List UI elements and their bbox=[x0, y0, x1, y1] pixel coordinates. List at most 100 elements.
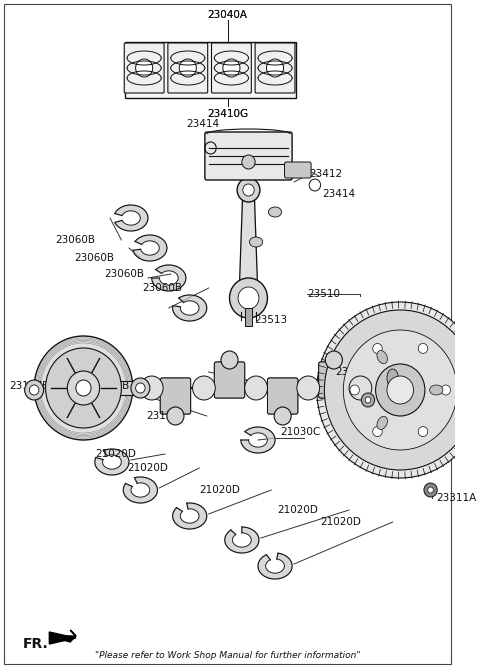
Bar bbox=[90, 381, 142, 395]
FancyBboxPatch shape bbox=[215, 362, 245, 398]
FancyBboxPatch shape bbox=[160, 378, 191, 414]
Circle shape bbox=[297, 376, 320, 400]
Text: 23060B: 23060B bbox=[74, 253, 114, 263]
Text: 21020D: 21020D bbox=[199, 485, 240, 495]
Circle shape bbox=[418, 343, 428, 353]
Circle shape bbox=[349, 376, 372, 400]
Ellipse shape bbox=[387, 369, 398, 387]
Circle shape bbox=[140, 376, 163, 400]
Text: 23414: 23414 bbox=[323, 189, 356, 199]
Polygon shape bbox=[95, 449, 129, 475]
Polygon shape bbox=[173, 295, 207, 321]
Polygon shape bbox=[49, 630, 76, 642]
Circle shape bbox=[274, 407, 291, 425]
Circle shape bbox=[375, 364, 425, 416]
Circle shape bbox=[229, 278, 267, 318]
Text: 23040A: 23040A bbox=[208, 10, 248, 20]
Text: 21020D: 21020D bbox=[321, 517, 361, 527]
Circle shape bbox=[243, 184, 254, 196]
Circle shape bbox=[441, 385, 451, 395]
Text: 23311A: 23311A bbox=[436, 493, 477, 503]
Polygon shape bbox=[239, 190, 258, 298]
Circle shape bbox=[418, 427, 428, 437]
Text: 23040A: 23040A bbox=[208, 10, 248, 20]
Bar bbox=[245, 308, 252, 326]
Polygon shape bbox=[115, 205, 148, 231]
Circle shape bbox=[136, 59, 153, 77]
Text: 23124B: 23124B bbox=[89, 381, 130, 391]
Circle shape bbox=[424, 483, 437, 497]
Text: "Please refer to Work Shop Manual for further information": "Please refer to Work Shop Manual for fu… bbox=[95, 651, 360, 661]
Circle shape bbox=[67, 371, 99, 405]
Ellipse shape bbox=[430, 385, 443, 395]
Text: 21020D: 21020D bbox=[127, 463, 168, 473]
Circle shape bbox=[221, 351, 238, 369]
Circle shape bbox=[343, 330, 457, 450]
Text: 23414: 23414 bbox=[186, 119, 219, 129]
Circle shape bbox=[167, 407, 184, 425]
Text: 23060B: 23060B bbox=[142, 283, 182, 293]
FancyBboxPatch shape bbox=[212, 43, 252, 93]
Ellipse shape bbox=[268, 207, 282, 217]
Text: 23060B: 23060B bbox=[104, 269, 144, 279]
FancyBboxPatch shape bbox=[205, 132, 292, 180]
Circle shape bbox=[131, 378, 150, 398]
Circle shape bbox=[373, 427, 382, 437]
Circle shape bbox=[350, 385, 360, 395]
Circle shape bbox=[237, 178, 260, 202]
FancyBboxPatch shape bbox=[255, 43, 295, 93]
Circle shape bbox=[428, 487, 433, 493]
Text: 23110: 23110 bbox=[336, 367, 369, 377]
Circle shape bbox=[365, 397, 371, 403]
FancyBboxPatch shape bbox=[160, 378, 191, 414]
FancyBboxPatch shape bbox=[267, 378, 298, 414]
Ellipse shape bbox=[377, 351, 387, 363]
FancyBboxPatch shape bbox=[124, 43, 164, 93]
Text: 21020D: 21020D bbox=[277, 505, 318, 515]
Circle shape bbox=[223, 59, 240, 77]
Text: 23510: 23510 bbox=[307, 289, 340, 299]
Polygon shape bbox=[152, 265, 186, 291]
Text: 21020D: 21020D bbox=[95, 449, 136, 459]
Polygon shape bbox=[258, 553, 292, 579]
Text: FR.: FR. bbox=[23, 637, 48, 651]
Circle shape bbox=[361, 393, 374, 407]
FancyBboxPatch shape bbox=[168, 43, 208, 93]
Circle shape bbox=[387, 376, 413, 404]
Circle shape bbox=[34, 336, 133, 440]
Text: 23127B: 23127B bbox=[10, 381, 50, 391]
Circle shape bbox=[359, 366, 400, 410]
FancyBboxPatch shape bbox=[285, 162, 311, 178]
Text: 11304B: 11304B bbox=[404, 353, 444, 363]
Polygon shape bbox=[133, 235, 167, 261]
FancyBboxPatch shape bbox=[125, 42, 296, 98]
Circle shape bbox=[324, 310, 476, 470]
FancyBboxPatch shape bbox=[215, 362, 245, 398]
Ellipse shape bbox=[377, 416, 387, 430]
Circle shape bbox=[29, 385, 39, 395]
Polygon shape bbox=[225, 527, 259, 553]
Text: 23410G: 23410G bbox=[207, 109, 248, 119]
Circle shape bbox=[76, 380, 91, 396]
Polygon shape bbox=[173, 503, 207, 529]
Circle shape bbox=[245, 376, 267, 400]
Text: 23060B: 23060B bbox=[55, 235, 95, 245]
Circle shape bbox=[238, 287, 259, 309]
Circle shape bbox=[136, 383, 145, 393]
FancyBboxPatch shape bbox=[319, 362, 349, 398]
Circle shape bbox=[317, 302, 480, 478]
Circle shape bbox=[179, 59, 196, 77]
FancyBboxPatch shape bbox=[27, 384, 41, 396]
Polygon shape bbox=[49, 632, 76, 644]
FancyBboxPatch shape bbox=[319, 362, 349, 398]
Circle shape bbox=[192, 376, 216, 400]
Text: 23513: 23513 bbox=[254, 315, 288, 325]
Text: 21030C: 21030C bbox=[281, 427, 321, 437]
Circle shape bbox=[325, 351, 342, 369]
Circle shape bbox=[368, 376, 391, 400]
Polygon shape bbox=[241, 427, 275, 453]
Circle shape bbox=[24, 380, 44, 400]
Ellipse shape bbox=[250, 237, 263, 247]
Text: 23120: 23120 bbox=[146, 411, 179, 421]
Text: 23412: 23412 bbox=[309, 169, 342, 179]
